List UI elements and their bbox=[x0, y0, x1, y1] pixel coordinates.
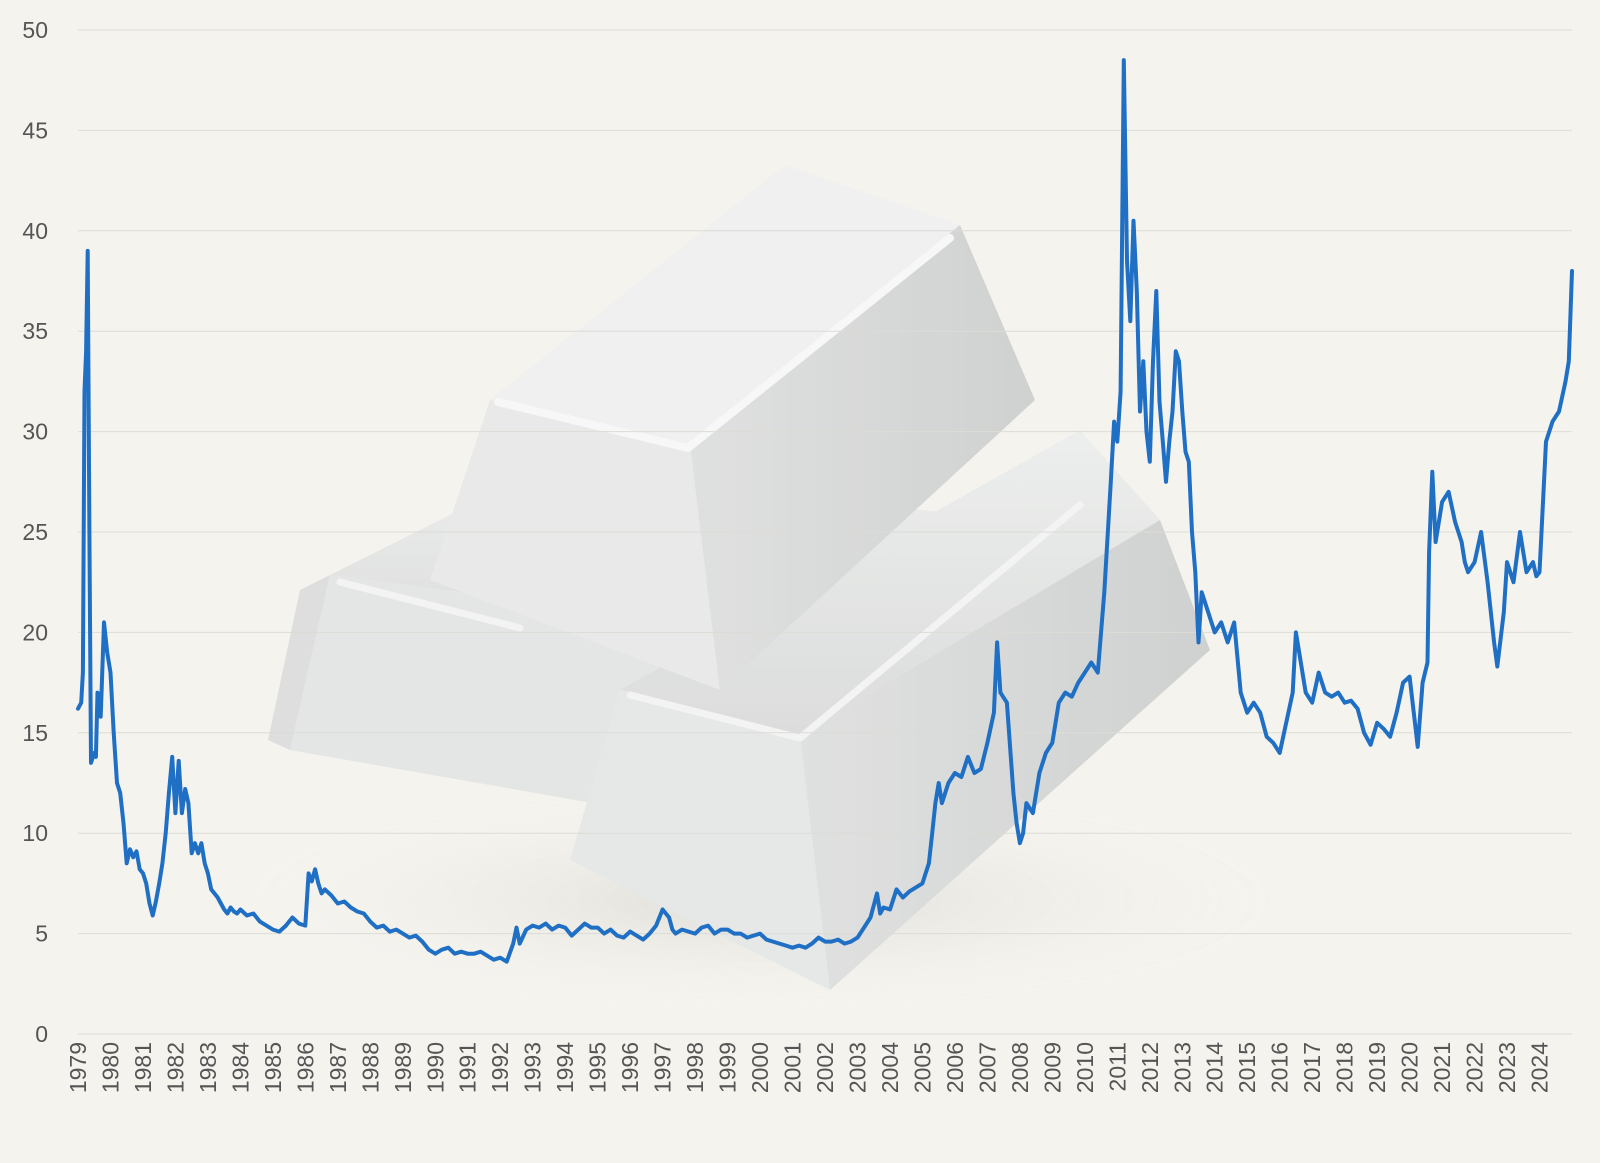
y-tick-label: 25 bbox=[22, 519, 48, 545]
x-tick-label: 2018 bbox=[1332, 1042, 1358, 1093]
x-tick-label: 1988 bbox=[357, 1042, 383, 1093]
x-tick-label: 1991 bbox=[455, 1042, 481, 1093]
x-tick-label: 1998 bbox=[682, 1042, 708, 1093]
x-tick-label: 2024 bbox=[1527, 1042, 1553, 1093]
x-tick-label: 1985 bbox=[260, 1042, 286, 1093]
x-tick-label: 2013 bbox=[1169, 1042, 1195, 1093]
x-tick-label: 1999 bbox=[715, 1042, 741, 1093]
x-tick-label: 2021 bbox=[1429, 1042, 1455, 1093]
x-tick-label: 1981 bbox=[130, 1042, 156, 1093]
x-tick-label: 2002 bbox=[812, 1042, 838, 1093]
y-tick-label: 10 bbox=[22, 820, 48, 846]
x-tick-label: 2014 bbox=[1202, 1042, 1228, 1093]
x-tick-label: 1983 bbox=[195, 1042, 221, 1093]
x-tick-label: 2009 bbox=[1039, 1042, 1065, 1093]
x-tick-label: 1987 bbox=[325, 1042, 351, 1093]
y-tick-label: 5 bbox=[35, 921, 48, 947]
x-tick-label: 1997 bbox=[650, 1042, 676, 1093]
x-tick-label: 1995 bbox=[585, 1042, 611, 1093]
x-tick-label: 2015 bbox=[1234, 1042, 1260, 1093]
x-tick-label: 2006 bbox=[942, 1042, 968, 1093]
x-tick-label: 2011 bbox=[1104, 1042, 1130, 1091]
x-axis-ticks: 1979 1980 1981 1982 1983 1984 1985 1986 1987 1988… bbox=[65, 1042, 1553, 1093]
x-tick-label: 1993 bbox=[520, 1042, 546, 1093]
series-lines bbox=[76, 58, 1574, 964]
x-tick-label: 2020 bbox=[1397, 1042, 1423, 1093]
y-tick-label: 0 bbox=[35, 1021, 48, 1047]
x-tick-label: 2004 bbox=[877, 1042, 903, 1093]
y-tick-label: 20 bbox=[22, 619, 48, 645]
x-tick-label: 2003 bbox=[844, 1042, 870, 1093]
x-tick-label: 2010 bbox=[1072, 1042, 1098, 1093]
y-tick-label: 50 bbox=[22, 17, 48, 43]
x-tick-label: 2022 bbox=[1462, 1042, 1488, 1093]
x-tick-label: 2023 bbox=[1494, 1042, 1520, 1093]
x-tick-label: 1984 bbox=[227, 1042, 253, 1093]
x-tick-label: 1994 bbox=[552, 1042, 578, 1093]
x-tick-label: 2001 bbox=[780, 1042, 806, 1093]
y-tick-label: 45 bbox=[22, 117, 48, 143]
series-line bbox=[76, 58, 1574, 964]
silver-bars-illustration bbox=[240, 165, 1280, 1010]
y-tick-label: 35 bbox=[22, 318, 48, 344]
x-tick-label: 1986 bbox=[292, 1042, 318, 1093]
x-tick-label: 1996 bbox=[617, 1042, 643, 1093]
x-tick-label: 2019 bbox=[1364, 1042, 1390, 1093]
x-tick-label: 2012 bbox=[1137, 1042, 1163, 1093]
x-tick-label: 2000 bbox=[747, 1042, 773, 1093]
x-tick-label: 1979 bbox=[65, 1042, 91, 1093]
x-tick-label: 2016 bbox=[1267, 1042, 1293, 1093]
x-tick-label: 1989 bbox=[390, 1042, 416, 1093]
x-tick-label: 1982 bbox=[162, 1042, 188, 1093]
y-axis-ticks: 0 5 10 15 20 25 30 35 40 45 50 bbox=[22, 17, 48, 1047]
gridlines bbox=[78, 29, 1572, 1035]
x-tick-label: 1992 bbox=[487, 1042, 513, 1093]
y-tick-label: 30 bbox=[22, 419, 48, 445]
x-tick-label: 2017 bbox=[1299, 1042, 1325, 1093]
x-tick-label: 1990 bbox=[422, 1042, 448, 1093]
y-tick-label: 40 bbox=[22, 218, 48, 244]
y-tick-label: 15 bbox=[22, 720, 48, 746]
x-tick-label: 2007 bbox=[974, 1042, 1000, 1093]
x-tick-label: 1980 bbox=[97, 1042, 123, 1093]
x-tick-label: 2008 bbox=[1007, 1042, 1033, 1093]
x-tick-label: 2005 bbox=[909, 1042, 935, 1093]
